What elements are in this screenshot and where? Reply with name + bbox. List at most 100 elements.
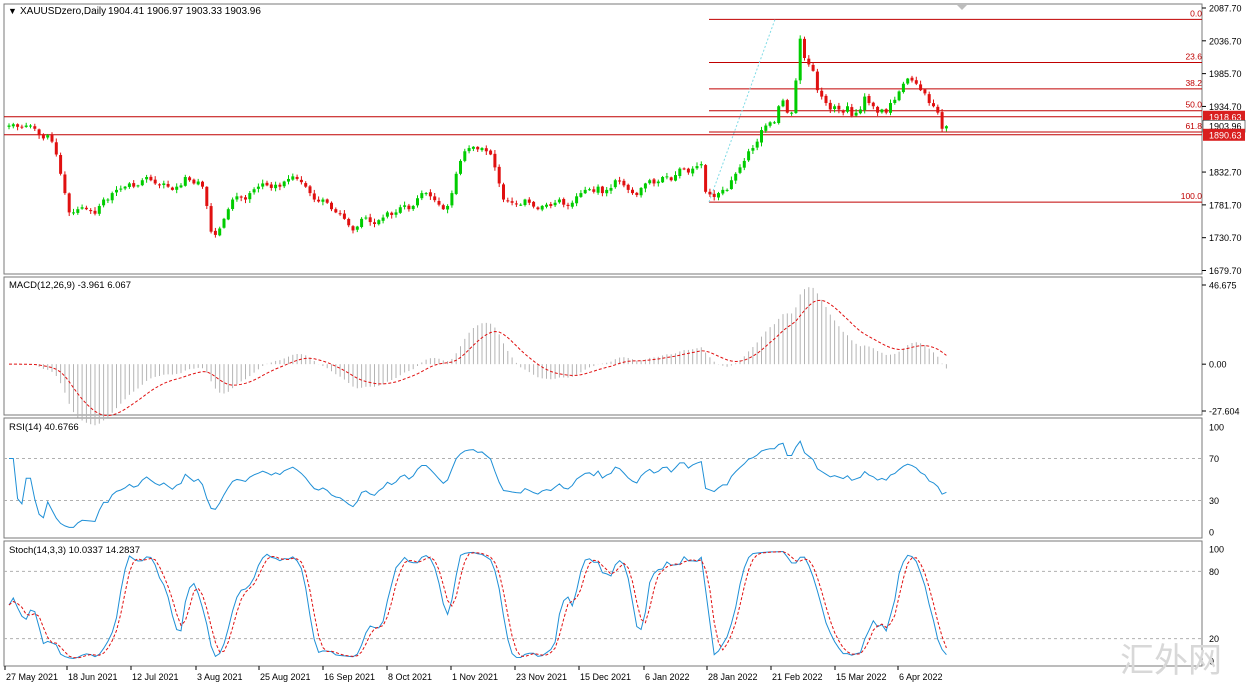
candle-body bbox=[729, 180, 733, 190]
candle-body bbox=[944, 126, 948, 129]
symbol-label: XAUUSDzero,Daily bbox=[20, 6, 106, 17]
candle-body bbox=[695, 166, 699, 169]
candle-body bbox=[631, 189, 634, 194]
candle-body bbox=[549, 204, 553, 206]
candle-body bbox=[639, 187, 643, 196]
candle-body bbox=[282, 181, 286, 187]
candle-body bbox=[459, 160, 462, 174]
candle-body bbox=[179, 185, 183, 188]
candle-body bbox=[170, 187, 174, 190]
fibonacci-retracement[interactable]: 0.0 23.6 38.2 50.0 61.8 100.0 bbox=[708, 8, 1202, 203]
candle-body bbox=[29, 125, 32, 127]
candle-body bbox=[304, 183, 308, 187]
candle-body bbox=[570, 202, 574, 207]
candle-body bbox=[63, 174, 67, 194]
candle-body bbox=[755, 141, 759, 148]
candle-body bbox=[312, 193, 316, 200]
candle-body bbox=[889, 103, 892, 113]
candle-body bbox=[901, 83, 905, 93]
time-tick-label: 6 Apr 2022 bbox=[899, 672, 943, 682]
macd-tick-label: -27.604 bbox=[1209, 407, 1240, 417]
candle-body bbox=[622, 180, 626, 186]
price-panel[interactable] bbox=[3, 3, 1203, 275]
price-tick-label: 1730.70 bbox=[1209, 233, 1242, 243]
stoch-tick-label: 0 bbox=[1209, 657, 1214, 667]
candle-body bbox=[704, 165, 708, 192]
price-axis: 2087.70 2036.70 1985.70 1934.70 1832.70 1781.… bbox=[1202, 4, 1242, 276]
candle-body bbox=[777, 106, 781, 124]
candle-body bbox=[89, 210, 93, 212]
candle-body bbox=[149, 176, 153, 181]
candle-body bbox=[863, 96, 867, 111]
candle-body bbox=[536, 207, 540, 210]
time-tick-label: 25 Aug 2021 bbox=[260, 672, 311, 682]
candle-body bbox=[261, 183, 265, 187]
candle-body bbox=[11, 124, 15, 127]
candle-body bbox=[476, 146, 480, 150]
price-tick-label: 1781.70 bbox=[1209, 200, 1242, 210]
rsi-plot: 100 70 30 0 bbox=[4, 423, 1224, 538]
time-tick-label: 8 Oct 2021 bbox=[388, 672, 432, 682]
fib-level-label: 61.8 bbox=[1185, 121, 1202, 131]
candle-body bbox=[420, 193, 424, 199]
candle-body bbox=[158, 184, 161, 186]
fib-level-label: 38.2 bbox=[1185, 78, 1202, 88]
candle-body bbox=[325, 199, 329, 203]
candle-body bbox=[605, 189, 609, 194]
candles bbox=[7, 35, 948, 238]
collapse-triangle-icon[interactable]: ▼ bbox=[8, 6, 17, 16]
candle-body bbox=[115, 189, 118, 193]
candle-body bbox=[648, 180, 652, 184]
candle-body bbox=[557, 199, 561, 203]
candle-body bbox=[342, 213, 346, 219]
candle-body bbox=[274, 184, 278, 189]
candle-body bbox=[545, 204, 548, 207]
candle-body bbox=[781, 100, 785, 107]
candle-body bbox=[446, 205, 450, 210]
candle-body bbox=[678, 168, 682, 177]
candle-body bbox=[308, 186, 312, 194]
stoch-plot: 100 80 20 0 bbox=[4, 545, 1224, 667]
candle-body bbox=[37, 129, 41, 136]
candle-body bbox=[772, 122, 776, 124]
candle-body bbox=[807, 58, 811, 65]
candle-body bbox=[798, 38, 802, 81]
candle-body bbox=[927, 94, 931, 104]
candle-body bbox=[377, 220, 381, 225]
macd-panel[interactable] bbox=[3, 276, 1203, 416]
candle-body bbox=[218, 228, 222, 236]
candle-body bbox=[858, 109, 862, 114]
fib-level-label: 0.0 bbox=[1190, 8, 1202, 18]
candle-body bbox=[815, 71, 819, 91]
candle-body bbox=[364, 217, 368, 219]
candle-body bbox=[244, 197, 247, 200]
candle-body bbox=[811, 64, 815, 71]
candle-body bbox=[252, 189, 256, 193]
candle-body bbox=[794, 80, 798, 114]
candle-body bbox=[46, 135, 50, 138]
rsi-tick-label: 30 bbox=[1209, 496, 1219, 506]
candle-body bbox=[76, 209, 80, 213]
candle-body bbox=[299, 179, 303, 183]
candle-body bbox=[626, 184, 630, 190]
candle-body bbox=[682, 168, 686, 170]
stoch-tick-label: 80 bbox=[1209, 567, 1219, 577]
macd-tick-label: 46.675 bbox=[1209, 281, 1237, 291]
stoch-panel[interactable] bbox=[3, 540, 1203, 667]
candle-body bbox=[368, 217, 372, 223]
candle-body bbox=[226, 209, 230, 220]
candle-body bbox=[24, 125, 28, 127]
candle-body bbox=[665, 176, 669, 178]
candle-body bbox=[355, 226, 359, 230]
candle-body bbox=[407, 205, 411, 210]
candle-body bbox=[596, 186, 600, 193]
horizontal-lines[interactable] bbox=[4, 116, 1202, 136]
chart-shift-icon[interactable] bbox=[957, 5, 967, 10]
candle-body bbox=[553, 202, 557, 206]
candle-body bbox=[67, 193, 71, 213]
price-tag-label: 1903.96 bbox=[1209, 122, 1242, 132]
candle-body bbox=[196, 181, 200, 185]
candle-body bbox=[183, 177, 187, 186]
